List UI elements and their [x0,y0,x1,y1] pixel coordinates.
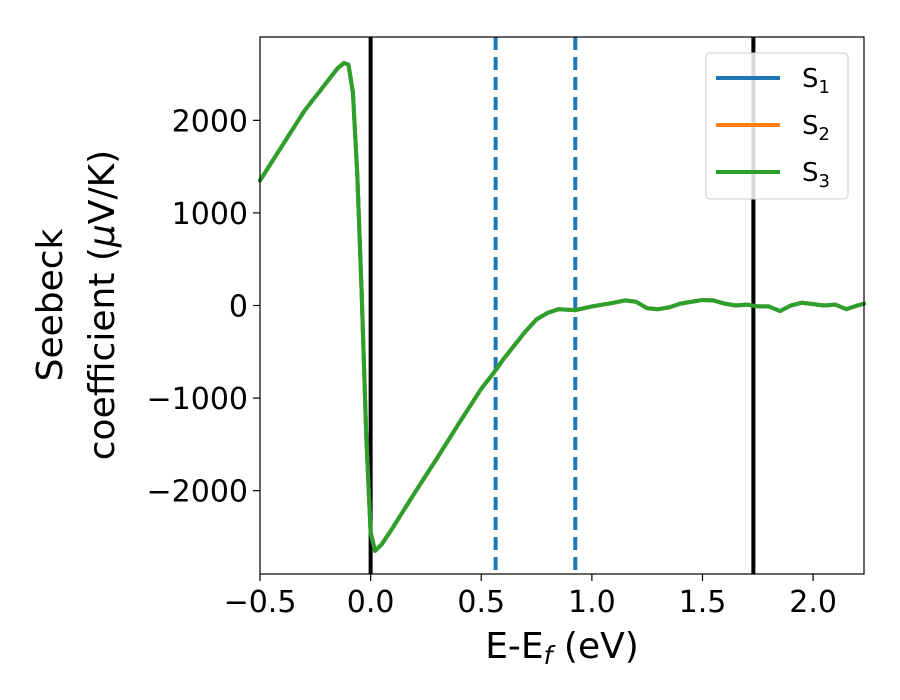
y-tick-label: −1000 [147,382,248,417]
y-tick-label: 2000 [172,104,248,139]
series-line-S3 [258,60,866,553]
legend-label-S3: S3 [802,158,830,192]
series-layer [258,60,866,553]
y-axis-label-line1: Seebeck [30,228,71,381]
y-tick-label: −2000 [147,475,248,510]
y-tick-label: 0 [229,290,248,325]
x-tick-label: 2.0 [789,585,837,620]
legend: S1 S2 S3 [705,52,849,200]
y-axis-label-line2: coefficient (μV/K) [82,150,123,460]
x-tick-label: 1.0 [568,585,616,620]
y-tick-label: 1000 [172,197,248,232]
x-tick-label: 0.0 [347,585,395,620]
x-axis-label-main: E-E [485,626,543,667]
y-axis-label-line2-b: V/K) [82,150,123,224]
x-axis-label-unit: (eV) [552,626,638,667]
y-axis: −2000 −1000 0 1000 2000 [147,104,260,510]
y-axis-label-line2-mu: μ [82,224,123,248]
y-axis-label-line2-a: coefficient ( [82,247,123,460]
x-tick-label: 1.5 [679,585,727,620]
reference-lines [368,37,756,574]
x-axis: −0.5 0.0 0.5 1.0 1.5 2.0 [224,574,837,620]
legend-label-S2: S2 [802,111,830,145]
x-tick-label: 0.5 [457,585,505,620]
x-axis-label: E-Ef (eV) [485,626,639,670]
y-axis-label: Seebeck coefficient (μV/K) [30,150,123,460]
x-tick-label: −0.5 [224,585,297,620]
legend-label-S1: S1 [802,64,830,98]
